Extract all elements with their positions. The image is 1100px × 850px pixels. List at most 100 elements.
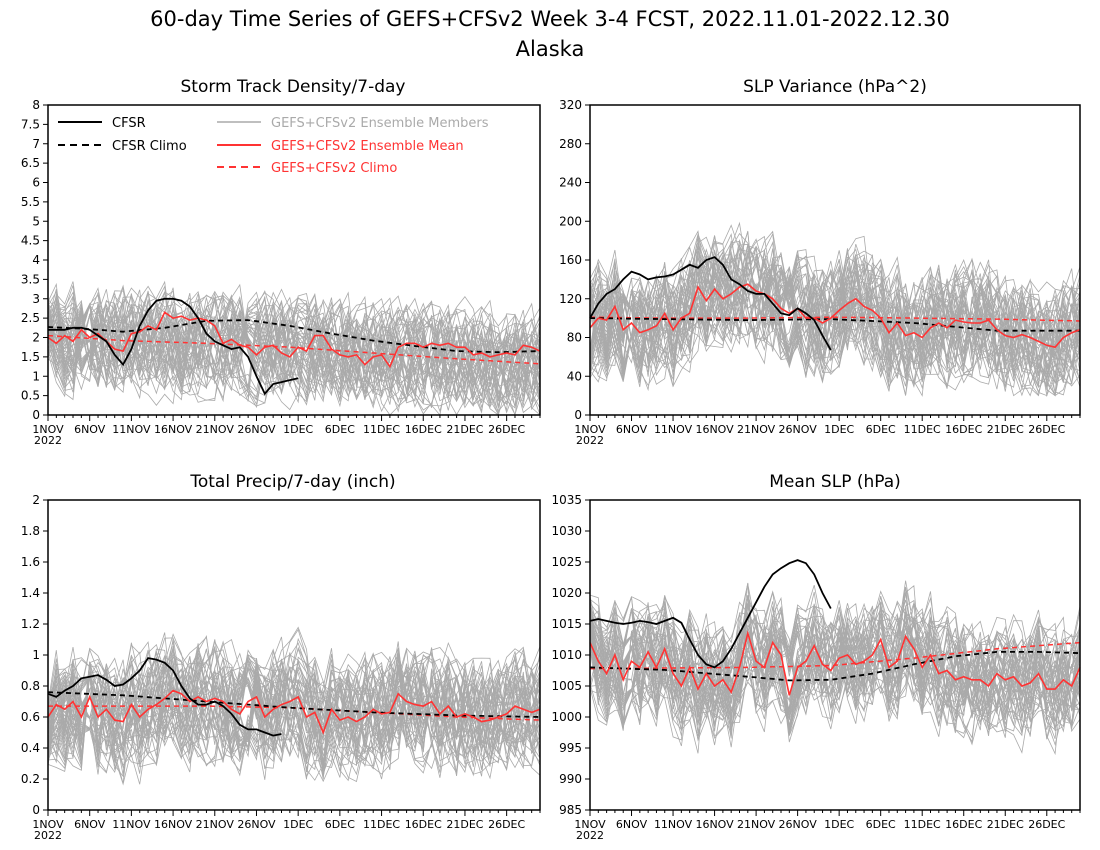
panel-title: Mean SLP (hPa) — [769, 472, 901, 492]
x-tick-label: 1DEC — [283, 423, 313, 436]
x-tick-label: 21DEC — [987, 818, 1024, 831]
ensemble-member-line — [47, 648, 541, 760]
x-tick-label: 6DEC — [325, 818, 355, 831]
x-tick-label: 16DEC — [405, 818, 442, 831]
ensemble-member-line — [589, 264, 1081, 388]
y-tick-label: 0.5 — [21, 389, 40, 403]
y-tick-label: 1.6 — [21, 555, 40, 569]
gefs-climo-line — [589, 316, 1081, 322]
cfsr-line — [589, 559, 832, 669]
cfsr-line — [589, 256, 832, 351]
ensemble-mean-line — [589, 283, 1081, 349]
x-tick-label: 1NOV — [32, 818, 64, 831]
ensemble-member-line — [589, 230, 1081, 379]
y-tick-label: 200 — [559, 214, 582, 228]
y-tick-label: 4.5 — [21, 234, 40, 248]
x-year-label: 2022 — [34, 829, 62, 842]
ensemble-member-line — [589, 594, 1081, 727]
ensemble-member-line — [589, 604, 1081, 730]
x-tick-label: 16DEC — [945, 818, 982, 831]
y-tick-label: 320 — [559, 98, 582, 112]
panel-title: Storm Track Density/7-day — [181, 77, 406, 97]
y-tick-label: 1.8 — [21, 524, 40, 538]
x-tick-label: 21NOV — [196, 423, 235, 436]
ensemble-member-line — [589, 265, 1081, 379]
ensemble-members — [589, 580, 1081, 756]
x-tick-label: 6DEC — [866, 423, 896, 436]
y-tick-label: 5 — [32, 214, 40, 228]
x-tick-label: 16NOV — [695, 818, 734, 831]
x-tick-label: 11NOV — [654, 818, 693, 831]
ensemble-member-line — [47, 659, 541, 776]
ensemble-member-line — [589, 597, 1081, 731]
ensemble-mean-line — [47, 311, 541, 369]
ensemble-member-line — [589, 232, 1081, 388]
x-tick-label: 1DEC — [824, 818, 854, 831]
cfsr-line — [47, 657, 282, 737]
y-tick-label: 985 — [559, 803, 582, 817]
x-tick-label: 26NOV — [237, 423, 276, 436]
ensemble-member-line — [589, 606, 1081, 731]
x-tick-label: 6NOV — [616, 818, 648, 831]
ensemble-members — [47, 280, 541, 417]
y-tick-label: 7 — [32, 137, 40, 151]
y-tick-label: 0.6 — [21, 710, 40, 724]
legend-members-label: GEFS+CFSv2 Ensemble Members — [271, 116, 489, 131]
panel-storm-track: Storm Track Density/7-day 0 0.5 1 1.5 2 2.5 3 3… — [21, 77, 541, 447]
x-tick-label: 6NOV — [616, 423, 648, 436]
y-tick-label: 0.8 — [21, 679, 40, 693]
y-tick-label: 4 — [32, 253, 40, 267]
ensemble-member-line — [47, 660, 541, 767]
y-tick-label: 1000 — [551, 710, 582, 724]
ensemble-member-line — [47, 658, 541, 778]
y-tick-label: 0 — [32, 803, 40, 817]
y-tick-label: 0 — [574, 408, 582, 422]
ensemble-member-line — [589, 235, 1081, 382]
ensemble-member-line — [589, 254, 1081, 388]
y-tick-label: 6 — [32, 176, 40, 190]
x-tick-label: 6NOV — [74, 818, 106, 831]
x-tick-label: 16NOV — [154, 818, 193, 831]
y-tick-label: 5.5 — [21, 195, 40, 209]
y-tick-label: 1035 — [551, 493, 582, 507]
ensemble-member-line — [47, 657, 541, 761]
figure-subtitle: Alaska — [516, 37, 585, 61]
y-tick-label: 2 — [32, 493, 40, 507]
ensemble-member-line — [47, 287, 541, 416]
legend-gefs-climo-label: GEFS+CFSv2 Climo — [271, 161, 397, 176]
panel-slp-variance: SLP Variance (hPa^2) 0 40 80 120 160 200 240 28… — [559, 77, 1081, 447]
x-tick-label: 21DEC — [446, 423, 483, 436]
panel-title: SLP Variance (hPa^2) — [743, 77, 927, 97]
x-tick-label: 11NOV — [654, 423, 693, 436]
ensemble-member-line — [589, 603, 1081, 736]
ensemble-member-line — [589, 610, 1081, 734]
y-tick-label: 2.5 — [21, 311, 40, 325]
ensemble-member-line — [47, 290, 541, 406]
legend-cfsr-climo-label: CFSR Climo — [112, 139, 187, 154]
y-tick-label: 160 — [559, 253, 582, 267]
x-tick-label: 26NOV — [779, 423, 818, 436]
y-tick-label: 1030 — [551, 524, 582, 538]
y-tick-label: 1.4 — [21, 586, 40, 600]
y-tick-label: 1020 — [551, 586, 582, 600]
y-tick-label: 1005 — [551, 679, 582, 693]
ensemble-member-line — [47, 280, 541, 404]
x-tick-label: 1DEC — [283, 818, 313, 831]
legend-ens-mean-label: GEFS+CFSv2 Ensemble Mean — [271, 139, 464, 154]
ensemble-members — [47, 626, 541, 786]
ensemble-member-line — [47, 291, 541, 403]
y-tick-label: 280 — [559, 137, 582, 151]
x-tick-label: 16DEC — [945, 423, 982, 436]
x-tick-label: 1NOV — [574, 818, 606, 831]
x-tick-label: 16DEC — [405, 423, 442, 436]
ensemble-member-line — [47, 641, 541, 770]
cfsr-climo-line — [47, 319, 541, 354]
legend: CFSR CFSR Climo GEFS+CFSv2 Ensemble Memb… — [58, 116, 489, 176]
ensemble-mean-line — [47, 689, 541, 735]
x-year-label: 2022 — [576, 829, 604, 842]
panel-mean-slp: Mean SLP (hPa) 985 990 995 1000 1005 1010 1015… — [551, 472, 1081, 842]
y-tick-label: 40 — [567, 369, 582, 383]
x-tick-label: 11DEC — [363, 423, 400, 436]
x-year-label: 2022 — [576, 434, 604, 447]
